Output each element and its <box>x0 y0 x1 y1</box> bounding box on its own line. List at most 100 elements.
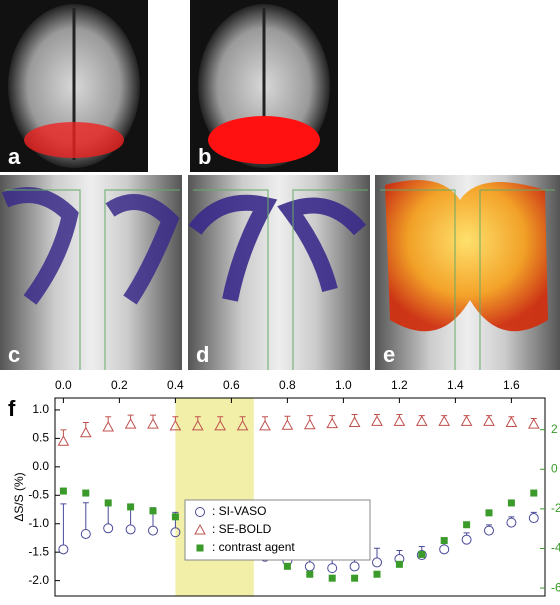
panel-b: b <box>190 0 338 172</box>
data-point <box>58 544 69 555</box>
legend-marker <box>194 523 206 535</box>
data-point <box>283 562 291 570</box>
data-point <box>57 435 70 446</box>
data-point <box>327 563 338 574</box>
x-tick-label: 1.4 <box>447 378 464 392</box>
data-point <box>102 420 115 432</box>
panel-a: a <box>0 0 148 172</box>
data-point <box>79 426 92 438</box>
data-point <box>416 550 427 561</box>
data-point <box>349 561 360 572</box>
data-point <box>373 570 381 578</box>
data-point <box>125 524 136 535</box>
y-tick-label: 1.0 <box>32 402 49 416</box>
data-point <box>438 415 451 426</box>
y-tick-label: 0.5 <box>32 431 49 445</box>
x-tick-label: 1.0 <box>335 378 352 392</box>
panel-e: e <box>375 175 560 370</box>
data-point <box>348 416 361 427</box>
data-point <box>505 416 518 427</box>
y-tick-label: 0.0 <box>32 459 49 473</box>
data-point <box>507 499 515 507</box>
x-tick-label: 1.2 <box>391 378 408 392</box>
y2-tick-label: -6 <box>551 580 560 594</box>
data-point <box>171 513 179 521</box>
panel-label: f <box>8 396 16 421</box>
data-point <box>104 499 112 507</box>
plot-frame <box>54 397 546 597</box>
data-point <box>259 419 271 431</box>
data-point <box>328 574 336 582</box>
legend-marker <box>196 544 204 552</box>
data-point <box>463 521 471 529</box>
data-point <box>530 489 538 497</box>
y-tick-label: -0.5 <box>28 487 49 501</box>
y-tick-label: -1.0 <box>28 516 49 530</box>
x-tick-label: 0.2 <box>111 378 128 392</box>
data-point <box>148 525 158 536</box>
data-point <box>191 419 204 431</box>
data-point <box>371 415 383 426</box>
data-point <box>303 418 316 430</box>
data-point <box>304 561 315 572</box>
legend-box <box>184 499 371 561</box>
error-bar <box>374 547 380 559</box>
data-point <box>393 415 406 426</box>
data-point <box>103 523 114 534</box>
legend-label: : SI-VASO <box>212 504 266 518</box>
data-point <box>214 419 227 431</box>
data-point <box>527 418 540 429</box>
y2-tick-label: 2 <box>551 422 558 436</box>
data-point <box>372 557 382 568</box>
legend-marker <box>195 507 205 517</box>
x-tick-label: 0.6 <box>223 378 240 392</box>
y2-tick-label: -4 <box>551 541 560 555</box>
y-tick-label: -1.5 <box>28 544 49 558</box>
data-point <box>82 489 90 497</box>
data-point <box>169 419 182 431</box>
y2-tick-label: 0 <box>551 461 558 475</box>
data-point <box>281 419 294 430</box>
x-tick-label: 0.4 <box>167 378 184 392</box>
data-point <box>236 419 249 431</box>
x-tick-label: 1.6 <box>503 378 520 392</box>
data-point <box>127 503 135 511</box>
data-point <box>80 528 91 539</box>
highlight-band <box>175 398 254 596</box>
panel-label: d <box>196 342 209 367</box>
data-point <box>59 487 67 495</box>
panel-c: c <box>0 175 182 370</box>
data-point <box>440 537 448 545</box>
y-tick-label: -2.0 <box>28 573 49 587</box>
panel-label: b <box>198 144 211 169</box>
y2-tick-label: -2 <box>551 501 560 515</box>
error-bar <box>82 502 89 530</box>
data-point <box>124 418 137 429</box>
error-bar <box>60 503 67 546</box>
panel-d: d <box>188 175 370 370</box>
data-point <box>415 415 428 426</box>
data-point <box>461 534 472 545</box>
data-point <box>460 415 473 426</box>
data-point <box>306 570 314 578</box>
data-point <box>170 527 181 538</box>
data-point <box>484 525 494 536</box>
data-point <box>485 509 493 517</box>
panel-label: e <box>383 342 395 367</box>
panel-label: c <box>8 342 20 367</box>
legend-label: : contrast agent <box>212 540 295 554</box>
data-point <box>439 544 450 555</box>
legend-label: : SE-BOLD <box>212 522 272 536</box>
data-point <box>418 550 426 558</box>
x-tick-label: 0.8 <box>279 378 296 392</box>
y-axis-label: ΔS/S (%) <box>12 472 26 521</box>
data-point <box>483 415 495 426</box>
panel-label: a <box>8 144 21 169</box>
data-point <box>395 560 403 568</box>
data-point <box>506 517 517 528</box>
data-point <box>326 417 339 429</box>
data-point <box>149 507 157 515</box>
data-point <box>147 418 159 429</box>
x-tick-label: 0.0 <box>55 378 72 392</box>
